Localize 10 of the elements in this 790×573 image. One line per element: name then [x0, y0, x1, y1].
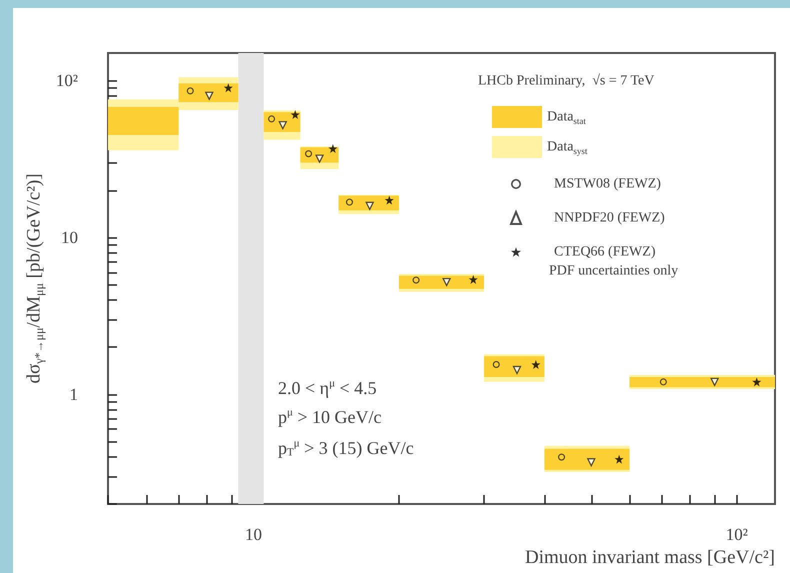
y-tick-label: 10	[61, 228, 78, 247]
annotation: PDF uncertainties only	[549, 264, 678, 278]
y-tick-label: 10²	[56, 71, 78, 90]
y-axis-title: dσγ*→μμ/dMμμ [pb/(GeV/c²)]	[24, 173, 46, 384]
legend-label: NNPDF20 (FEWZ)	[554, 210, 666, 226]
y-tick-label: 1	[70, 384, 78, 404]
legend-label: CTEQ66 (FEWZ)	[554, 244, 656, 260]
legend-label: MSTW08 (FEWZ)	[554, 176, 662, 192]
annotation: LHCb Preliminary, √s = 7 TeV	[478, 72, 654, 88]
x-axis-title: Dimuon invariant mass [GeV/c²]	[525, 547, 775, 568]
